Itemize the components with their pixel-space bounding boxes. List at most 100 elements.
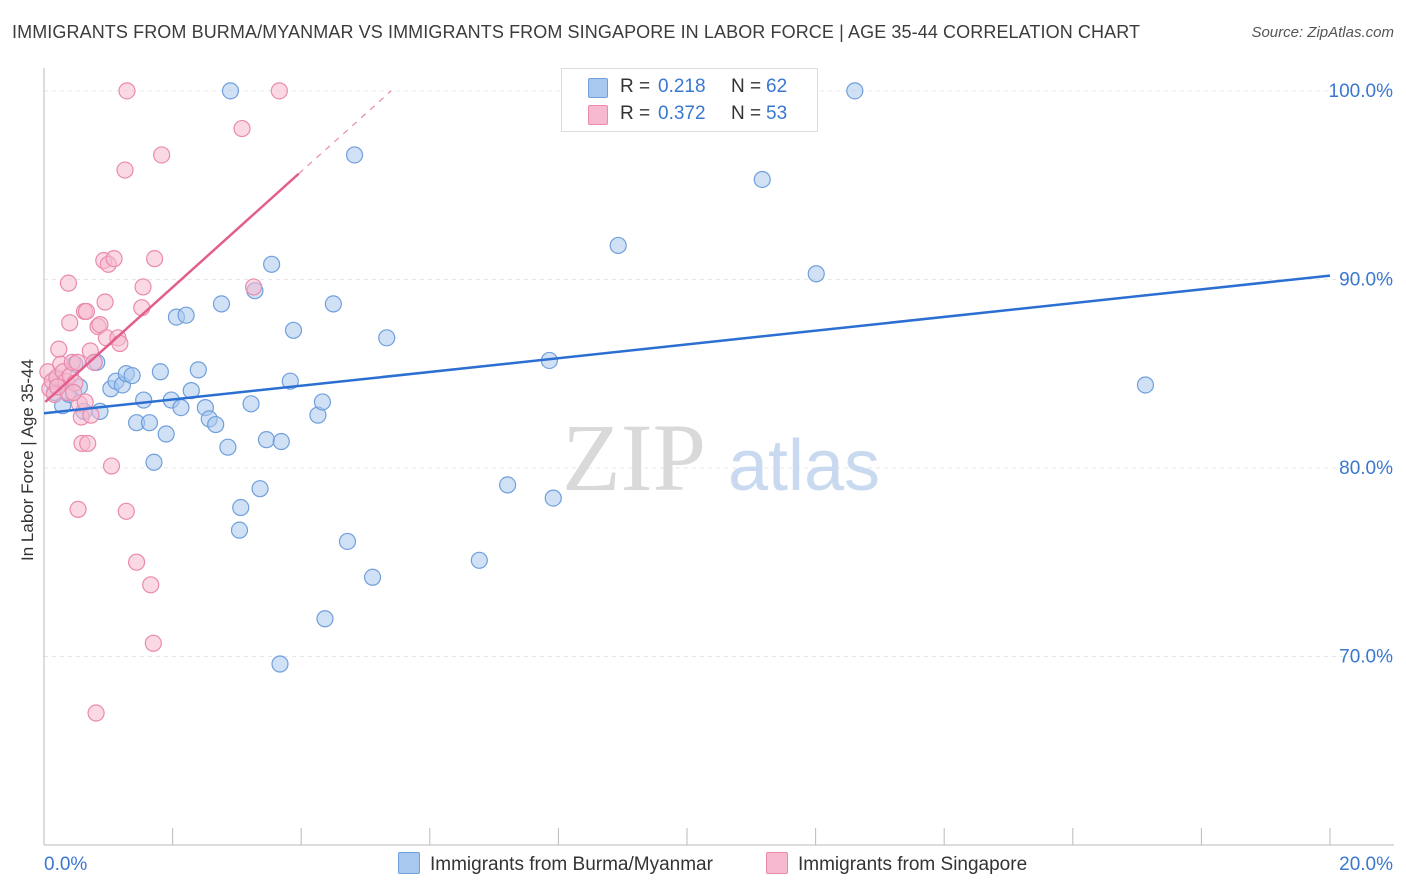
x-tick-label-min: 0.0% — [44, 854, 87, 875]
burma-point-34 — [251, 480, 269, 498]
singapore-point-23 — [85, 353, 103, 371]
tick-labels: 70.0% 80.0% 90.0% 100.0% 0.0% 20.0% — [44, 81, 1393, 875]
series-burma-points — [45, 82, 1155, 673]
singapore-point-15 — [61, 314, 79, 332]
singapore-point-31 — [105, 250, 123, 268]
singapore-point-21 — [77, 302, 96, 321]
legend-r-value-singapore: 0.372 — [658, 103, 706, 124]
gridlines — [44, 90, 1390, 657]
correlation-legend: R = 0.218 N = 62 R = 0.372 N = 53 — [561, 68, 818, 132]
burma-point-56 — [846, 82, 864, 100]
singapore-point-39 — [134, 278, 152, 296]
bottom-legend-swatch-burma — [398, 852, 420, 874]
burma-point-21 — [177, 306, 195, 324]
trend-lines — [43, 90, 1331, 415]
singapore-point-37 — [127, 553, 146, 571]
burma-point-30 — [232, 498, 250, 517]
singapore-point-52 — [64, 383, 83, 402]
burma-point-26 — [207, 415, 225, 434]
singapore-point-38 — [133, 299, 151, 317]
singapore-point-51 — [48, 378, 67, 396]
singapore-point-42 — [144, 634, 162, 652]
bottom-legend-label-singapore: Immigrants from Singapore — [798, 854, 1028, 875]
watermark: ZIP atlas — [562, 404, 880, 511]
burma-point-14 — [140, 414, 159, 432]
burma-point-27 — [212, 295, 231, 313]
burma-point-45 — [345, 146, 364, 164]
y-tick-label-1: 80.0% — [1339, 458, 1393, 479]
y-tick-label-2: 90.0% — [1339, 269, 1393, 290]
singapore-point-19 — [79, 434, 97, 453]
burma-point-36 — [263, 255, 281, 273]
burma-point-46 — [363, 568, 382, 586]
burma-point-20 — [172, 398, 190, 417]
burma-point-44 — [338, 532, 357, 551]
y-tick-label-0: 70.0% — [1339, 646, 1393, 667]
burma-point-15 — [145, 453, 163, 471]
burma-point-54 — [753, 170, 771, 189]
singapore-point-46 — [69, 500, 87, 519]
y-axis-label: In Labor Force | Age 35-44 — [18, 359, 37, 561]
singapore-point-33 — [111, 334, 129, 353]
legend-n-label: N = — [731, 103, 762, 124]
legend-r-label: R = — [620, 76, 651, 97]
burma-point-11 — [123, 366, 141, 385]
singapore-point-35 — [118, 82, 136, 100]
watermark-atlas: atlas — [728, 426, 880, 506]
watermark-zip: ZIP — [562, 404, 706, 511]
singapore-point-40 — [142, 576, 160, 594]
legend-swatch-singapore — [588, 105, 608, 125]
singapore-point-13 — [68, 353, 87, 371]
singapore-point-41 — [145, 250, 164, 268]
singapore-point-48 — [233, 119, 251, 138]
singapore-point-34 — [116, 161, 134, 179]
burma-point-50 — [499, 476, 517, 494]
burma-point-37 — [272, 432, 290, 451]
burma-point-17 — [157, 425, 175, 443]
burma-point-57 — [1136, 376, 1155, 394]
burma-point-29 — [221, 82, 240, 100]
burma-point-32 — [242, 395, 260, 413]
source-credit: Source: ZipAtlas.com — [1251, 24, 1394, 41]
legend-swatch-burma — [588, 78, 608, 98]
legend-r-label: R = — [620, 103, 651, 124]
burma-point-47 — [378, 329, 396, 347]
burma-point-16 — [151, 363, 169, 381]
burma-point-28 — [219, 438, 237, 456]
y-tick-label-3: 100.0% — [1329, 81, 1394, 102]
singapore-point-43 — [153, 146, 171, 164]
burma-point-13 — [135, 391, 153, 409]
burma-point-23 — [189, 361, 207, 379]
legend-n-value-burma: 62 — [766, 76, 788, 97]
bottom-legend-swatch-singapore — [766, 852, 788, 874]
singapore-point-27 — [96, 293, 114, 311]
burma-point-42 — [313, 393, 332, 411]
singapore-point-36 — [117, 502, 135, 520]
burma-point-40 — [271, 655, 289, 673]
singapore-point-14 — [59, 274, 78, 292]
singapore-point-5 — [50, 340, 68, 358]
singapore-point-49 — [245, 278, 263, 296]
series-singapore-points — [39, 82, 288, 722]
singapore-trend-extension — [298, 90, 392, 175]
bottom-legend-singapore: Immigrants from Singapore — [766, 852, 1027, 876]
bottom-legend-burma: Immigrants from Burma/Myanmar — [398, 852, 713, 876]
singapore-point-30 — [102, 457, 121, 475]
singapore-point-47 — [87, 704, 105, 722]
legend-n-value-singapore: 53 — [766, 103, 788, 124]
burma-point-53 — [609, 236, 627, 255]
bottom-legend-label-burma: Immigrants from Burma/Myanmar — [430, 854, 713, 875]
burma-point-31 — [230, 521, 249, 539]
burma-point-43 — [324, 295, 342, 313]
axes — [43, 68, 1394, 846]
burma-point-49 — [470, 551, 488, 569]
chart-title: IMMIGRANTS FROM BURMA/MYANMAR VS IMMIGRA… — [12, 22, 1141, 42]
legend-r-value-burma: 0.218 — [658, 76, 706, 97]
singapore-trend-line — [44, 172, 300, 403]
burma-trend-line — [43, 274, 1331, 415]
burma-point-39 — [284, 321, 303, 339]
burma-point-48 — [316, 610, 334, 628]
singapore-point-50 — [270, 82, 288, 100]
burma-point-52 — [544, 489, 562, 507]
